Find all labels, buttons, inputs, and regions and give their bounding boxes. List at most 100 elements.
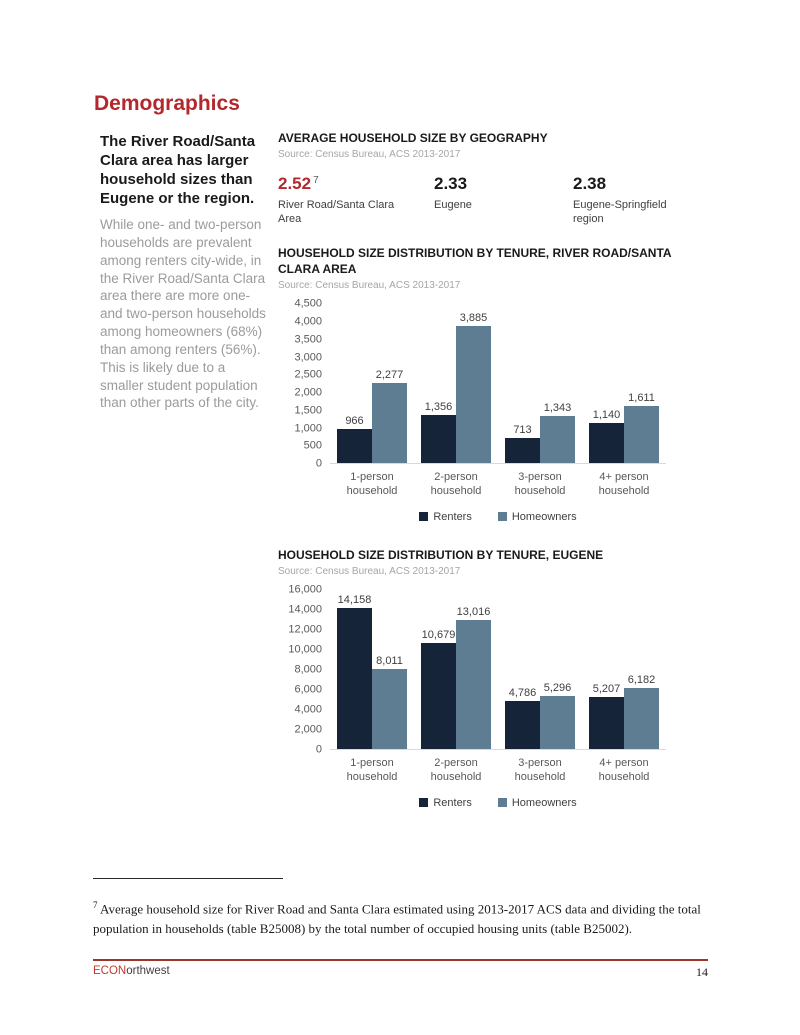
y-axis-tick-label: 0 xyxy=(315,743,322,756)
legend-swatch xyxy=(419,798,429,808)
x-axis-labels: 1-person household 2-person household 3-pe… xyxy=(330,470,666,499)
stat-label: River Road/Santa Clara Area xyxy=(278,199,395,226)
category-label: 3-person household xyxy=(514,471,566,498)
footnote-marker: 7 xyxy=(93,900,98,910)
category-label: 4+ person household xyxy=(598,471,650,498)
footnote-text: 7 Average household size for River Road … xyxy=(93,900,701,936)
bar-homeowners: 1,343 xyxy=(540,304,575,464)
footnote-separator-rule xyxy=(93,878,283,879)
legend-item-homeowners: Homeowners xyxy=(497,796,577,809)
avg-household-section: AVERAGE HOUSEHOLD SIZE BY GEOGRAPHY Sour… xyxy=(278,130,726,227)
main-content-column: AVERAGE HOUSEHOLD SIZE BY GEOGRAPHY Sour… xyxy=(278,130,726,809)
bar xyxy=(624,687,659,749)
bar xyxy=(372,382,407,464)
bar-value-label: 6,182 xyxy=(627,673,656,686)
stat-value: 2.33 xyxy=(434,174,468,194)
chart-title: HOUSEHOLD SIZE DISTRIBUTION BY TENURE, R… xyxy=(278,245,672,276)
bar xyxy=(337,608,372,749)
avg-household-title: AVERAGE HOUSEHOLD SIZE BY GEOGRAPHY xyxy=(278,131,548,145)
y-axis-tick-label: 2,000 xyxy=(294,386,322,399)
y-axis-tick-label: 3,000 xyxy=(294,351,322,363)
bar-homeowners: 8,011 xyxy=(372,590,407,749)
x-axis-labels: 1-person household 2-person household 3-pe… xyxy=(330,756,666,785)
stat-eugene: 2.33 Eugene xyxy=(434,174,573,227)
plot-area: 0 500 1,000 1,500 2,000 2,500 3,000 3,500 4,000 4… xyxy=(278,298,698,469)
bar-homeowners: 2,277 xyxy=(372,304,407,464)
bar-value-label: 10,679 xyxy=(421,628,456,641)
category-label: 4+ person household xyxy=(598,756,650,784)
category-label: 3-person household xyxy=(514,756,566,784)
legend-swatch xyxy=(497,798,507,808)
chart-source: Source: Census Bureau, ACS 2013-2017 xyxy=(278,280,461,292)
bar xyxy=(505,437,540,464)
y-axis-tick-label: 0 xyxy=(315,457,322,470)
page-number: 14 xyxy=(696,965,708,979)
bar-value-label: 5,207 xyxy=(592,683,621,696)
bar-group: 14,158 8,011 xyxy=(330,590,414,749)
y-axis: 0 500 1,000 1,500 2,000 2,500 3,000 3,500 4,000 4… xyxy=(278,298,322,469)
econorthwest-logo: ECONorthwest xyxy=(93,965,170,977)
plot: 966 2,277 1,356 3,885 713 1,343 1,140 1,611 xyxy=(330,304,666,465)
stat-river-road: 2.52 7 River Road/Santa Clara Area xyxy=(278,174,434,227)
bar-group: 1,356 3,885 xyxy=(414,304,498,464)
legend-item-renters: Renters xyxy=(419,511,472,523)
legend-item-homeowners: Homeowners xyxy=(497,511,577,523)
bar-group: 1,140 1,611 xyxy=(582,304,666,464)
y-axis-tick-label: 4,000 xyxy=(294,703,322,716)
bar-value-label: 5,296 xyxy=(543,682,572,695)
y-axis-tick-label: 1,000 xyxy=(294,422,322,435)
bar-renters: 1,140 xyxy=(589,304,624,464)
bar-value-label: 1,356 xyxy=(424,401,453,414)
y-axis-tick-label: 16,000 xyxy=(288,583,322,596)
category-label: 2-person household xyxy=(430,471,482,498)
chart-source: Source: Census Bureau, ACS 2013-2017 xyxy=(278,565,461,577)
bar-renters: 966 xyxy=(337,304,372,464)
y-axis-tick-label: 2,000 xyxy=(294,723,322,736)
stat-label: Eugene xyxy=(434,199,472,212)
page-title: Demographics xyxy=(94,92,240,115)
legend-label: Homeowners xyxy=(511,796,577,809)
bar-renters: 10,679 xyxy=(421,590,456,749)
sidebar-body-text: While one- and two-person households are… xyxy=(100,217,266,411)
bar-renters: 1,356 xyxy=(421,304,456,464)
bar xyxy=(589,422,624,464)
bar xyxy=(505,701,540,749)
y-axis-tick-label: 14,000 xyxy=(288,603,322,616)
plot: 14,158 8,011 10,679 13,016 4,786 5,296 5,207 6,… xyxy=(330,590,666,750)
bar-renters: 4,786 xyxy=(505,590,540,749)
y-axis-tick-label: 3,500 xyxy=(294,333,322,346)
y-axis-tick-label: 8,000 xyxy=(294,663,322,676)
y-axis-tick-label: 6,000 xyxy=(294,683,322,696)
legend-swatch xyxy=(419,512,429,522)
y-axis-tick-label: 4,500 xyxy=(294,297,322,310)
bar-group: 966 2,277 xyxy=(330,304,414,464)
legend-swatch xyxy=(497,512,507,522)
category-label: 1-person household xyxy=(346,756,398,784)
chart-household-size-eugene: HOUSEHOLD SIZE DISTRIBUTION BY TENURE, E… xyxy=(278,547,698,809)
bar-value-label: 713 xyxy=(513,423,532,436)
chart-household-size-river-road: HOUSEHOLD SIZE DISTRIBUTION BY TENURE, R… xyxy=(278,245,698,523)
legend-label: Renters xyxy=(433,796,472,809)
stat-eugene-springfield: 2.38 Eugene-Springfield region xyxy=(573,174,726,227)
legend-item-renters: Renters xyxy=(419,797,472,809)
bar-group: 713 1,343 xyxy=(498,304,582,464)
bar-group: 4,786 5,296 xyxy=(498,590,582,749)
bar xyxy=(337,429,372,464)
bar xyxy=(421,415,456,464)
bar xyxy=(589,697,624,749)
bar-value-label: 3,885 xyxy=(459,311,488,324)
bar-homeowners: 13,016 xyxy=(456,590,491,749)
bar xyxy=(456,325,491,464)
bar-homeowners: 1,611 xyxy=(624,304,659,464)
bar-renters: 14,158 xyxy=(337,590,372,749)
bar-value-label: 8,011 xyxy=(376,655,403,668)
chart-legend: Renters Homeowners xyxy=(330,511,666,523)
y-axis-tick-label: 10,000 xyxy=(288,643,322,656)
bar-value-label: 2,277 xyxy=(375,368,404,381)
stat-label: Eugene-Springfield region xyxy=(573,199,667,226)
y-axis: 0 2,000 4,000 6,000 8,000 10,000 12,000 14,000 1… xyxy=(278,584,322,755)
bar-renters: 5,207 xyxy=(589,590,624,749)
sidebar-heading: The River Road/Santa Clara area has larg… xyxy=(100,133,256,208)
y-axis-tick-label: 2,500 xyxy=(294,368,322,381)
